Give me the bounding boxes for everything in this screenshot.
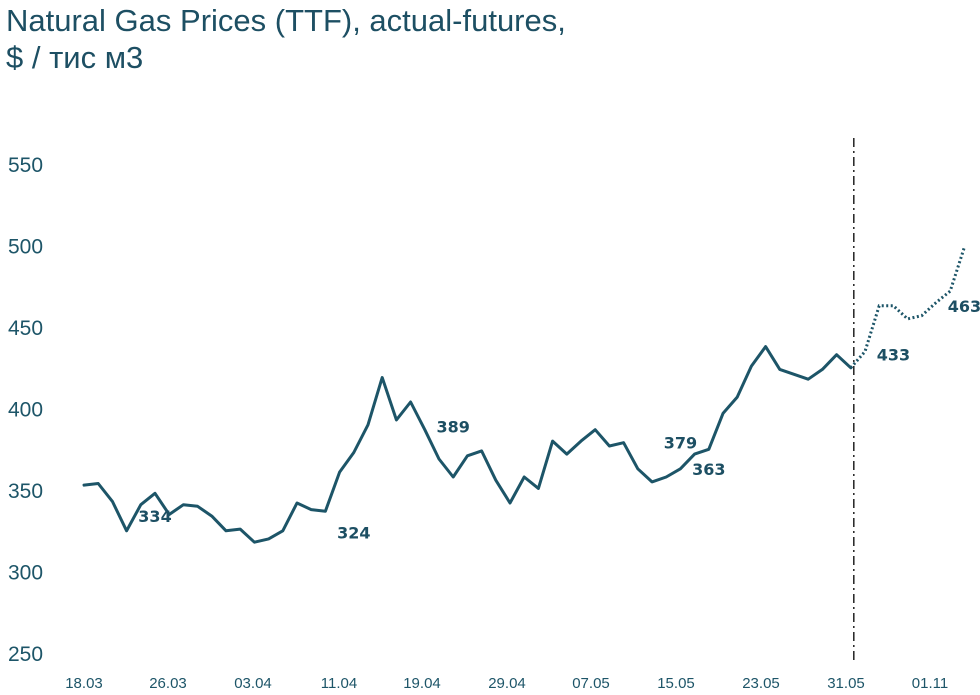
data-label: 363	[692, 460, 725, 479]
y-tick-label: 500	[8, 236, 43, 259]
x-tick-label: 31.05	[827, 675, 865, 692]
y-tick-label: 300	[8, 562, 43, 585]
y-tick-label: 550	[8, 154, 43, 177]
x-tick-label: 26.03	[149, 675, 187, 692]
data-label: 389	[436, 417, 469, 436]
data-label: 379	[664, 434, 697, 453]
x-tick-label: 18.03	[65, 675, 103, 692]
x-tick-label: 11.04	[321, 675, 357, 692]
x-tick-label: 01.11	[912, 675, 948, 692]
series-actual	[82, 345, 853, 544]
series-futures	[849, 246, 966, 369]
x-tick-label: 29.04	[488, 675, 526, 692]
y-tick-label: 350	[8, 480, 43, 503]
chart-title-line-2: $ / тис м3	[6, 40, 144, 75]
x-tick-label: 23.05	[742, 675, 780, 692]
y-tick-label: 450	[8, 317, 43, 340]
chart-title: Natural Gas Prices (TTF), actual-futures…	[6, 2, 566, 76]
x-tick-label: 07.05	[572, 675, 610, 692]
data-label: 334	[138, 507, 171, 526]
data-label: 463	[948, 297, 980, 316]
x-tick-label: 03.04	[234, 675, 272, 692]
y-tick-label: 400	[8, 399, 43, 422]
x-tick-label: 15.05	[657, 675, 695, 692]
x-tick-label: 19.04	[403, 675, 441, 692]
data-label: 324	[337, 523, 370, 542]
y-tick-label: 250	[8, 643, 43, 666]
data-label: 433	[877, 346, 910, 365]
chart-title-line-1: Natural Gas Prices (TTF), actual-futures…	[6, 3, 566, 38]
